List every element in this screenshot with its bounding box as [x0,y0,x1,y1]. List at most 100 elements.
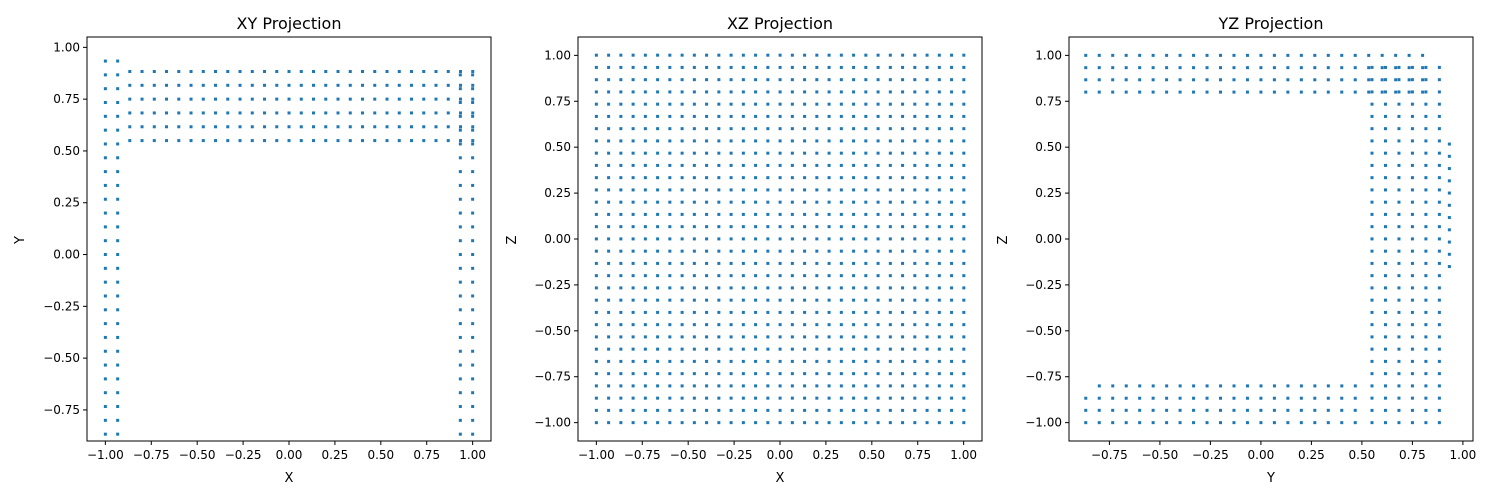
scatter-point [643,114,647,118]
scatter-point [668,396,672,400]
scatter-point [754,335,758,339]
scatter-point [458,280,462,284]
scatter-point [839,310,843,314]
scatter-point [790,310,794,314]
scatter-point [839,323,843,327]
scatter-point [888,163,892,167]
scatter-point [373,111,377,115]
scatter-point [1397,408,1401,412]
scatter-point [1178,384,1182,388]
scatter-point [1424,212,1428,216]
scatter-point [1370,384,1374,388]
scatter-point [361,111,365,115]
scatter-point [680,237,684,241]
scatter-point [446,97,450,101]
scatter-point [729,298,733,302]
scatter-point [766,347,770,351]
scatter-point [422,97,426,101]
scatter-point [607,176,611,180]
scatter-point [1151,384,1155,388]
scatter-point [361,125,365,129]
scatter-point [778,102,782,106]
x-tick-label: 0.50 [858,448,885,462]
scatter-point [937,310,941,314]
scatter-point [607,421,611,425]
scatter-point [888,298,892,302]
scatter-point [754,359,758,363]
scatter-point [741,212,745,216]
scatter-point [705,359,709,363]
scatter-point [1165,384,1169,388]
scatter-point [717,237,721,241]
scatter-point [962,298,966,302]
scatter-point [1383,335,1387,339]
scatter-point [336,83,340,87]
scatter-point [815,384,819,388]
scatter-point [1165,53,1169,57]
scatter-point [668,188,672,192]
scatter-point [692,421,696,425]
scatter-point [619,78,623,82]
scatter-point [876,286,880,290]
scatter-point [1397,372,1401,376]
x-tick-label: 0.00 [767,448,794,462]
scatter-point [692,151,696,155]
scatter-point [962,65,966,69]
scatter-point [729,65,733,69]
scatter-point [925,249,929,253]
y-tick-label: 0.25 [53,196,80,210]
scatter-point [790,249,794,253]
scatter-point [1097,396,1101,400]
y-tick-label: 0.00 [53,248,80,262]
scatter-point [950,127,954,131]
scatter-point [950,237,954,241]
scatter-point [692,286,696,290]
scatter-point [1097,408,1101,412]
scatter-point [1410,78,1414,82]
scatter-point [680,90,684,94]
scatter-point [619,298,623,302]
scatter-point [1286,421,1290,425]
scatter-point [852,200,856,204]
scatter-point [1397,347,1401,351]
scatter-point [226,125,230,129]
scatter-point [263,111,267,115]
scatter-point [864,408,868,412]
scatter-point [1219,408,1222,412]
scatter-point [656,102,660,106]
scatter-point [643,78,647,82]
scatter-point [692,323,696,327]
scatter-point [116,142,120,146]
scatter-point [803,151,807,155]
scatter-point [680,163,684,167]
scatter-point [815,372,819,376]
scatter-point [729,212,733,216]
scatter-point [815,359,819,363]
scatter-point [643,384,647,388]
scatter-point [852,53,856,57]
scatter-point [1370,90,1374,94]
scatter-point [790,90,794,94]
scatter-point [680,53,684,57]
scatter-point [901,163,905,167]
scatter-point [729,347,733,351]
scatter-point [1097,90,1101,94]
scatter-point [1367,78,1371,82]
scatter-point [876,421,880,425]
scatter-point [201,83,205,87]
scatter-point [471,377,475,381]
scatter-point [152,139,156,143]
scatter-point [299,139,303,143]
scatter-point [888,176,892,180]
scatter-point [103,322,107,326]
scatter-point [1410,347,1414,351]
scatter-point [925,298,929,302]
scatter-point [1097,78,1101,82]
scatter-point [778,421,782,425]
scatter-point [1424,286,1428,290]
scatter-point [1313,408,1317,412]
scatter-point [471,308,475,312]
scatter-point [705,384,709,388]
scatter-point [238,139,242,143]
scatter-point [1447,240,1451,244]
